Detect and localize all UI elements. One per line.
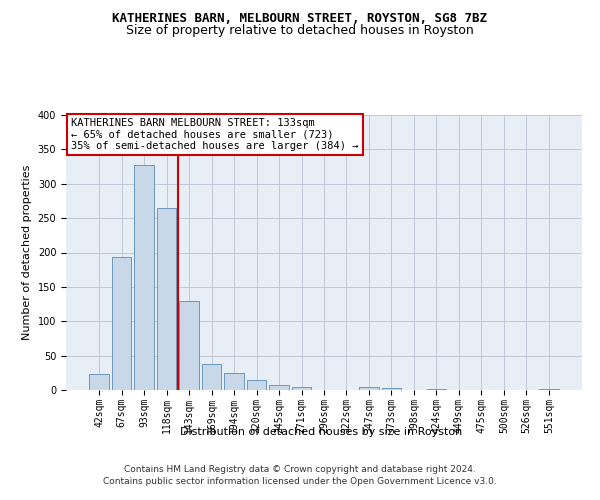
Bar	[247, 380, 266, 390]
Bar	[224, 373, 244, 390]
Bar	[269, 385, 289, 390]
Text: Contains public sector information licensed under the Open Government Licence v3: Contains public sector information licen…	[103, 476, 497, 486]
Bar	[157, 208, 176, 390]
Text: KATHERINES BARN, MELBOURN STREET, ROYSTON, SG8 7BZ: KATHERINES BARN, MELBOURN STREET, ROYSTO…	[113, 12, 487, 26]
Bar	[292, 386, 311, 390]
Bar	[112, 258, 131, 390]
Text: Contains HM Land Registry data © Crown copyright and database right 2024.: Contains HM Land Registry data © Crown c…	[124, 466, 476, 474]
Y-axis label: Number of detached properties: Number of detached properties	[22, 165, 32, 340]
Bar	[202, 364, 221, 390]
Bar	[427, 388, 446, 390]
Bar	[382, 388, 401, 390]
Bar	[134, 164, 154, 390]
Text: Distribution of detached houses by size in Royston: Distribution of detached houses by size …	[180, 427, 462, 437]
Bar	[359, 387, 379, 390]
Bar	[539, 388, 559, 390]
Bar	[89, 374, 109, 390]
Text: Size of property relative to detached houses in Royston: Size of property relative to detached ho…	[126, 24, 474, 37]
Bar	[179, 300, 199, 390]
Text: KATHERINES BARN MELBOURN STREET: 133sqm
← 65% of detached houses are smaller (72: KATHERINES BARN MELBOURN STREET: 133sqm …	[71, 118, 359, 151]
